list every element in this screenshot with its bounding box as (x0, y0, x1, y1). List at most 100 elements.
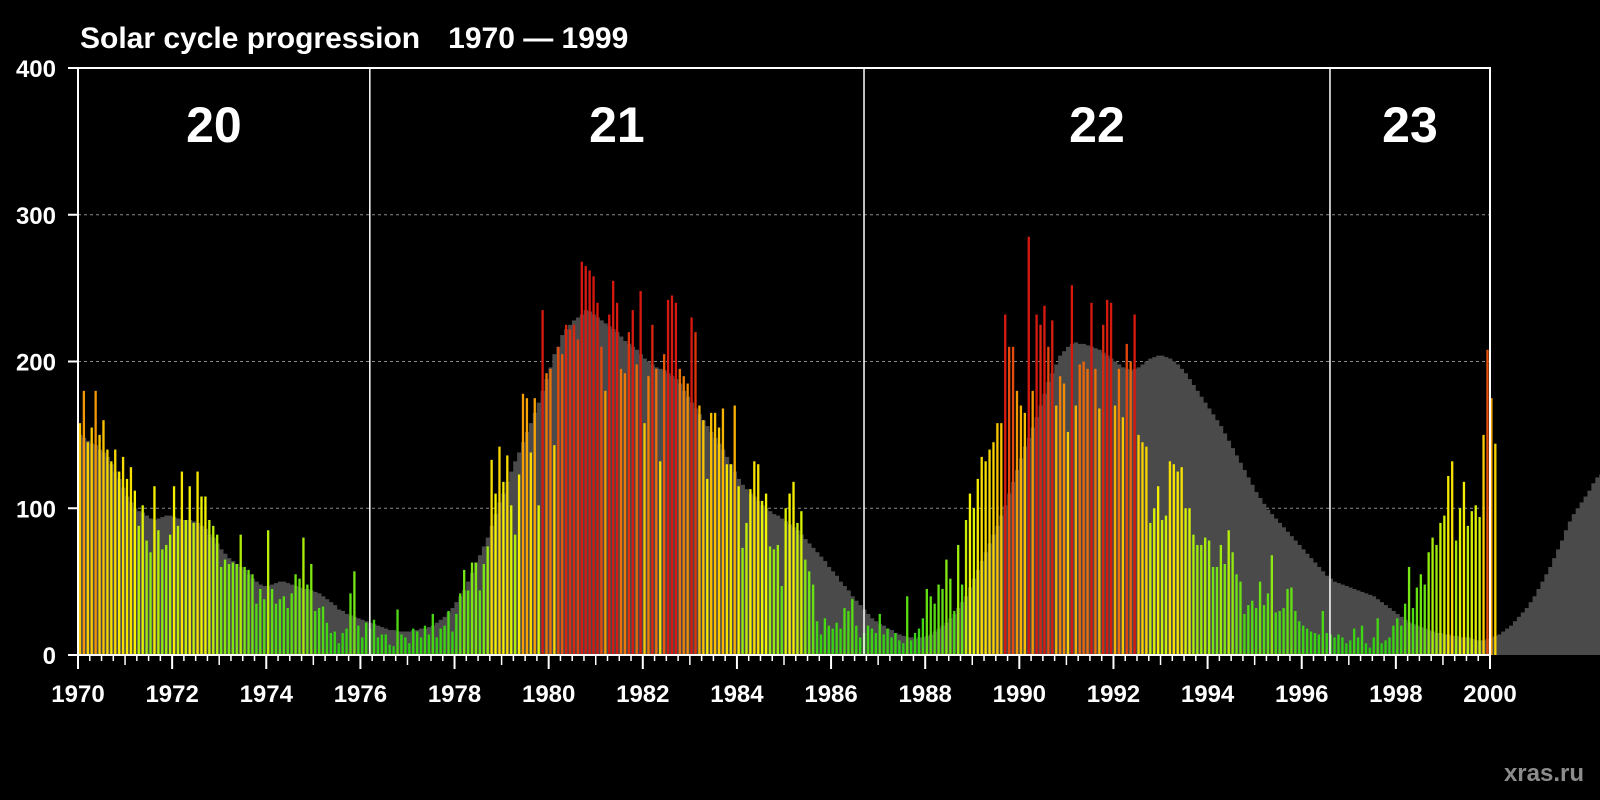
monthly-bar (470, 562, 474, 655)
monthly-bar (153, 486, 156, 655)
monthly-bar (1305, 628, 1309, 655)
monthly-bar (584, 266, 587, 655)
monthly-bar (513, 534, 517, 655)
monthly-bar (776, 544, 779, 655)
monthly-bar (909, 640, 913, 655)
smoothed-bar (1203, 402, 1208, 655)
monthly-bar (380, 634, 384, 655)
monthly-bar (553, 445, 556, 655)
monthly-bar (1364, 643, 1368, 655)
monthly-bar (498, 446, 501, 655)
monthly-bar (82, 390, 86, 655)
smoothed-bar (1501, 631, 1506, 655)
monthly-bar (1043, 305, 1046, 655)
monthly-bar (768, 546, 772, 655)
monthly-bar (314, 610, 317, 655)
monthly-bar (729, 464, 732, 655)
monthly-bar (804, 559, 807, 655)
smoothed-bar (1273, 518, 1279, 655)
monthly-bar (90, 427, 93, 655)
monthly-bar (655, 368, 658, 655)
smoothed-bar (1297, 544, 1302, 655)
monthly-bar (1102, 324, 1105, 655)
monthly-bar (1368, 647, 1372, 655)
monthly-bar (792, 481, 795, 655)
monthly-bar (149, 552, 152, 655)
monthly-bar (1317, 634, 1321, 655)
smoothed-bar (1575, 508, 1581, 655)
monthly-bar (878, 613, 881, 655)
monthly-bar (1341, 637, 1344, 655)
smoothed-bar (1277, 522, 1283, 655)
monthly-bar (890, 637, 893, 655)
smoothed-bar (1199, 396, 1204, 655)
monthly-bar (1196, 544, 1199, 655)
monthly-bar (1282, 608, 1285, 655)
monthly-bar (1298, 621, 1301, 655)
monthly-bar (1454, 540, 1458, 655)
monthly-bar (1494, 443, 1497, 655)
monthly-bar (659, 461, 662, 655)
smoothed-bar (1301, 549, 1306, 655)
smoothed-bar (1214, 420, 1220, 655)
monthly-bar (176, 525, 180, 655)
smoothed-bar (1265, 509, 1271, 655)
monthly-bar (698, 405, 701, 655)
monthly-bar (561, 354, 564, 655)
x-tick-label: 1974 (240, 681, 294, 708)
monthly-bar (1403, 603, 1407, 655)
monthly-bar (490, 459, 493, 655)
monthly-bar (168, 534, 172, 655)
monthly-bar (1106, 299, 1109, 655)
monthly-bar (568, 329, 572, 655)
monthly-bar (294, 574, 297, 655)
monthly-bar (886, 628, 889, 655)
smoothed-bar (1211, 414, 1216, 655)
monthly-bar (431, 613, 434, 655)
monthly-bar (619, 368, 623, 655)
monthly-bar (1290, 587, 1293, 655)
monthly-bar (1407, 566, 1411, 655)
monthly-bar (811, 584, 815, 655)
monthly-bar (1184, 508, 1187, 655)
monthly-bar (921, 618, 925, 655)
smoothed-bar (1516, 616, 1522, 655)
monthly-bar (1137, 434, 1140, 655)
monthly-bar (1239, 581, 1242, 655)
monthly-bar (572, 324, 576, 655)
monthly-bar (286, 608, 289, 655)
monthly-bar (415, 631, 419, 655)
monthly-bar (580, 261, 583, 655)
monthly-bar (953, 610, 956, 655)
monthly-bar (282, 596, 285, 655)
monthly-bar (1360, 625, 1364, 655)
monthly-bar (227, 564, 231, 655)
monthly-bar (1462, 481, 1466, 655)
monthly-bar (800, 511, 803, 655)
monthly-bar (1207, 540, 1211, 655)
monthly-bar (713, 412, 717, 655)
monthly-bar (847, 610, 850, 655)
monthly-bar (525, 398, 529, 655)
x-tick-label: 1982 (616, 681, 669, 708)
smoothed-bar (1281, 527, 1286, 655)
monthly-bar (608, 314, 611, 655)
smoothed-bar (1305, 553, 1310, 655)
smoothed-bar (1246, 477, 1251, 655)
smoothed-bar (1254, 492, 1259, 655)
monthly-bar (1011, 346, 1015, 655)
monthly-bar (1286, 588, 1289, 655)
monthly-bar (251, 574, 254, 655)
monthly-bar (1055, 405, 1058, 655)
monthly-bar (447, 610, 450, 655)
smoothed-bar (834, 575, 840, 655)
monthly-bar (231, 562, 235, 655)
monthly-bar (1004, 314, 1007, 655)
monthly-bar (906, 596, 909, 655)
smoothed-bar (1344, 586, 1349, 655)
monthly-bar (274, 603, 278, 655)
monthly-bar (1294, 610, 1297, 655)
monthly-bar (819, 634, 823, 655)
monthly-bar (1058, 376, 1062, 655)
monthly-bar (435, 637, 438, 655)
